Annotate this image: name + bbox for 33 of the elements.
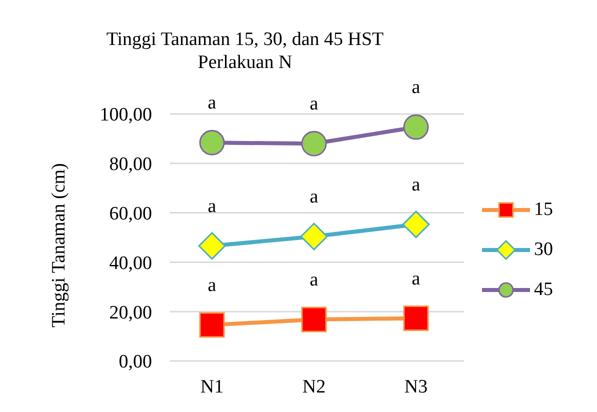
annotation: a xyxy=(412,268,421,290)
y-axis-title: Tinggi Tanaman (cm) xyxy=(48,163,70,328)
x-tick-label: N1 xyxy=(200,376,224,398)
y-tick-label: 0,00 xyxy=(118,352,152,373)
point xyxy=(301,130,327,156)
x-tick-label: N3 xyxy=(404,376,428,398)
point xyxy=(199,312,225,338)
point xyxy=(300,222,328,250)
point xyxy=(199,130,225,156)
annotation: a xyxy=(412,174,421,196)
y-tick-label: 40,00 xyxy=(109,252,152,274)
point xyxy=(402,210,430,238)
point xyxy=(403,114,429,140)
legend-label: 30 xyxy=(534,239,553,261)
point xyxy=(301,306,327,332)
chart-subtitle: Perlakuan N xyxy=(196,51,294,74)
y-tick-label: 60,00 xyxy=(109,204,152,225)
annotation: a xyxy=(208,92,217,114)
y-tick-label: 20,00 xyxy=(109,302,152,324)
legend-label: 45 xyxy=(534,279,553,301)
annotation: a xyxy=(412,77,421,98)
annotation: a xyxy=(208,274,217,296)
point xyxy=(198,232,226,260)
y-tick-label: 80,00 xyxy=(109,154,152,176)
annotation: a xyxy=(208,196,217,217)
annotation: a xyxy=(310,186,319,208)
x-tick-label: N2 xyxy=(302,376,326,398)
chart-title: Tinggi Tanaman 15, 30, dan 45 HST xyxy=(105,28,385,51)
annotation: a xyxy=(310,94,319,115)
point xyxy=(403,306,429,332)
y-tick-label: 100,00 xyxy=(100,104,152,126)
annotation: a xyxy=(310,270,319,291)
legend-label: 15 xyxy=(534,199,553,221)
